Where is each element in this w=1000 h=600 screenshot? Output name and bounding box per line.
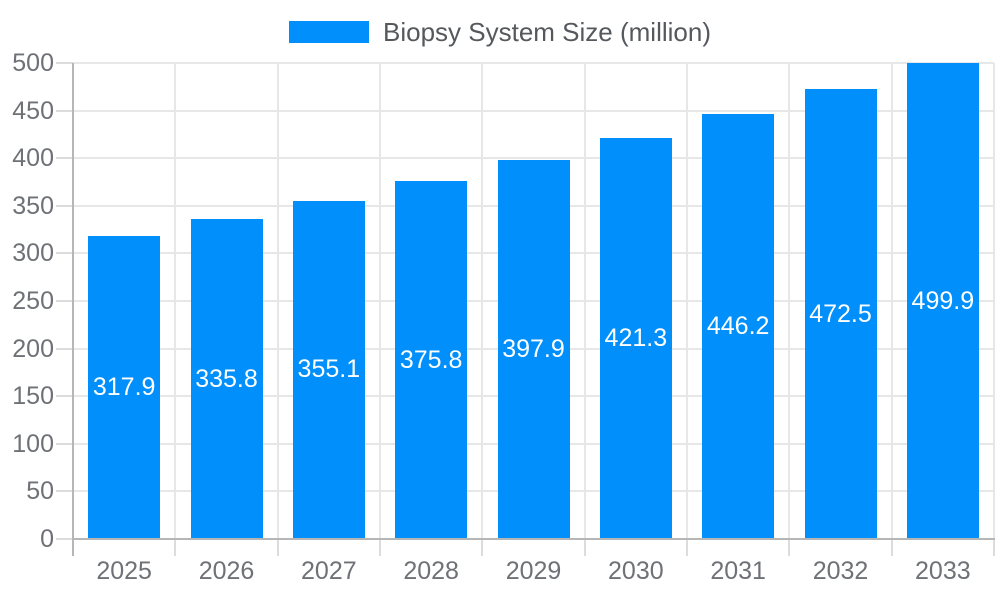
y-tick-mark: [56, 538, 73, 540]
x-tick-label: 2028: [403, 557, 459, 585]
bar-2026[interactable]: 335.8: [190, 219, 263, 539]
x-tick-mark: [583, 539, 586, 556]
x-tick-mark: [686, 539, 688, 556]
v-gridline: [276, 63, 279, 539]
bar-2027[interactable]: 355.1: [292, 200, 365, 539]
legend-swatch: [289, 21, 369, 43]
bar-2028[interactable]: 375.8: [395, 181, 468, 539]
x-tick-label: 2030: [608, 557, 664, 585]
v-gridline: [788, 63, 791, 539]
v-gridline: [174, 63, 177, 539]
bar-value-label: 421.3: [604, 323, 668, 352]
x-tick-mark: [481, 539, 484, 556]
y-tick-label: 250: [12, 287, 54, 315]
bar-2032[interactable]: 472.5: [804, 89, 877, 539]
x-tick-mark: [788, 539, 791, 556]
bar-value-label: 355.1: [297, 355, 361, 384]
bar-value-label: 375.8: [399, 345, 463, 374]
x-tick-label: 2031: [710, 557, 766, 585]
x-tick-mark: [890, 539, 893, 556]
x-tick-mark: [174, 539, 177, 556]
y-tick-mark: [56, 490, 73, 493]
y-tick-mark: [56, 395, 73, 398]
x-tick-mark: [993, 539, 995, 556]
v-gridline: [379, 63, 381, 539]
v-gridline: [993, 63, 995, 539]
x-tick-label: 2032: [812, 557, 869, 585]
chart-legend[interactable]: Biopsy System Size (million): [0, 19, 1000, 45]
bar-2033[interactable]: 499.9: [906, 63, 979, 539]
x-axis-line: [72, 538, 995, 540]
legend-label: Biopsy System Size (million): [383, 17, 711, 47]
v-gridline: [481, 63, 484, 539]
y-tick-label: 100: [12, 429, 54, 458]
v-gridline: [686, 63, 688, 539]
x-tick-mark: [379, 539, 381, 556]
y-tick-mark: [56, 62, 73, 64]
bar-2030[interactable]: 421.3: [599, 137, 672, 539]
x-tick-label: 2026: [198, 557, 255, 585]
y-tick-label: 350: [12, 191, 54, 220]
h-gridline: [73, 157, 994, 160]
bar-2029[interactable]: 397.9: [497, 160, 570, 539]
y-tick-mark: [56, 109, 73, 112]
y-tick-mark: [56, 204, 73, 207]
x-tick-label: 2027: [301, 557, 357, 585]
bar-value-label: 317.9: [92, 373, 156, 402]
y-tick-mark: [56, 252, 73, 255]
x-tick-label: 2033: [915, 557, 971, 585]
y-tick-label: 450: [12, 96, 54, 125]
x-tick-label: 2025: [96, 557, 152, 585]
y-tick-label: 500: [12, 49, 54, 77]
y-tick-label: 0: [40, 525, 54, 553]
y-tick-label: 300: [12, 239, 54, 268]
y-tick-mark: [56, 347, 73, 350]
bar-2025[interactable]: 317.9: [88, 236, 161, 539]
h-gridline: [73, 109, 994, 112]
y-tick-label: 200: [12, 334, 54, 363]
bar-value-label: 472.5: [809, 299, 872, 328]
y-tick-label: 400: [12, 144, 54, 173]
x-tick-label: 2029: [505, 557, 562, 585]
bar-value-label: 499.9: [911, 286, 975, 315]
y-tick-mark: [56, 442, 73, 445]
y-tick-mark: [56, 300, 73, 302]
y-tick-label: 150: [12, 382, 54, 411]
plot-area: 317.9 335.8 355.1 375.8 397.9 421.3 446.2 472.5…: [73, 62, 995, 539]
y-axis-line: [72, 63, 74, 556]
y-tick-label: 50: [26, 477, 54, 506]
h-gridline: [73, 62, 994, 64]
x-tick-mark: [276, 539, 279, 556]
y-tick-mark: [56, 157, 73, 160]
bar-value-label: 397.9: [502, 335, 565, 364]
bar-value-label: 335.8: [195, 364, 258, 393]
bar-value-label: 446.2: [706, 312, 770, 341]
v-gridline: [890, 63, 893, 539]
v-gridline: [583, 63, 586, 539]
bar-2031[interactable]: 446.2: [702, 114, 775, 539]
